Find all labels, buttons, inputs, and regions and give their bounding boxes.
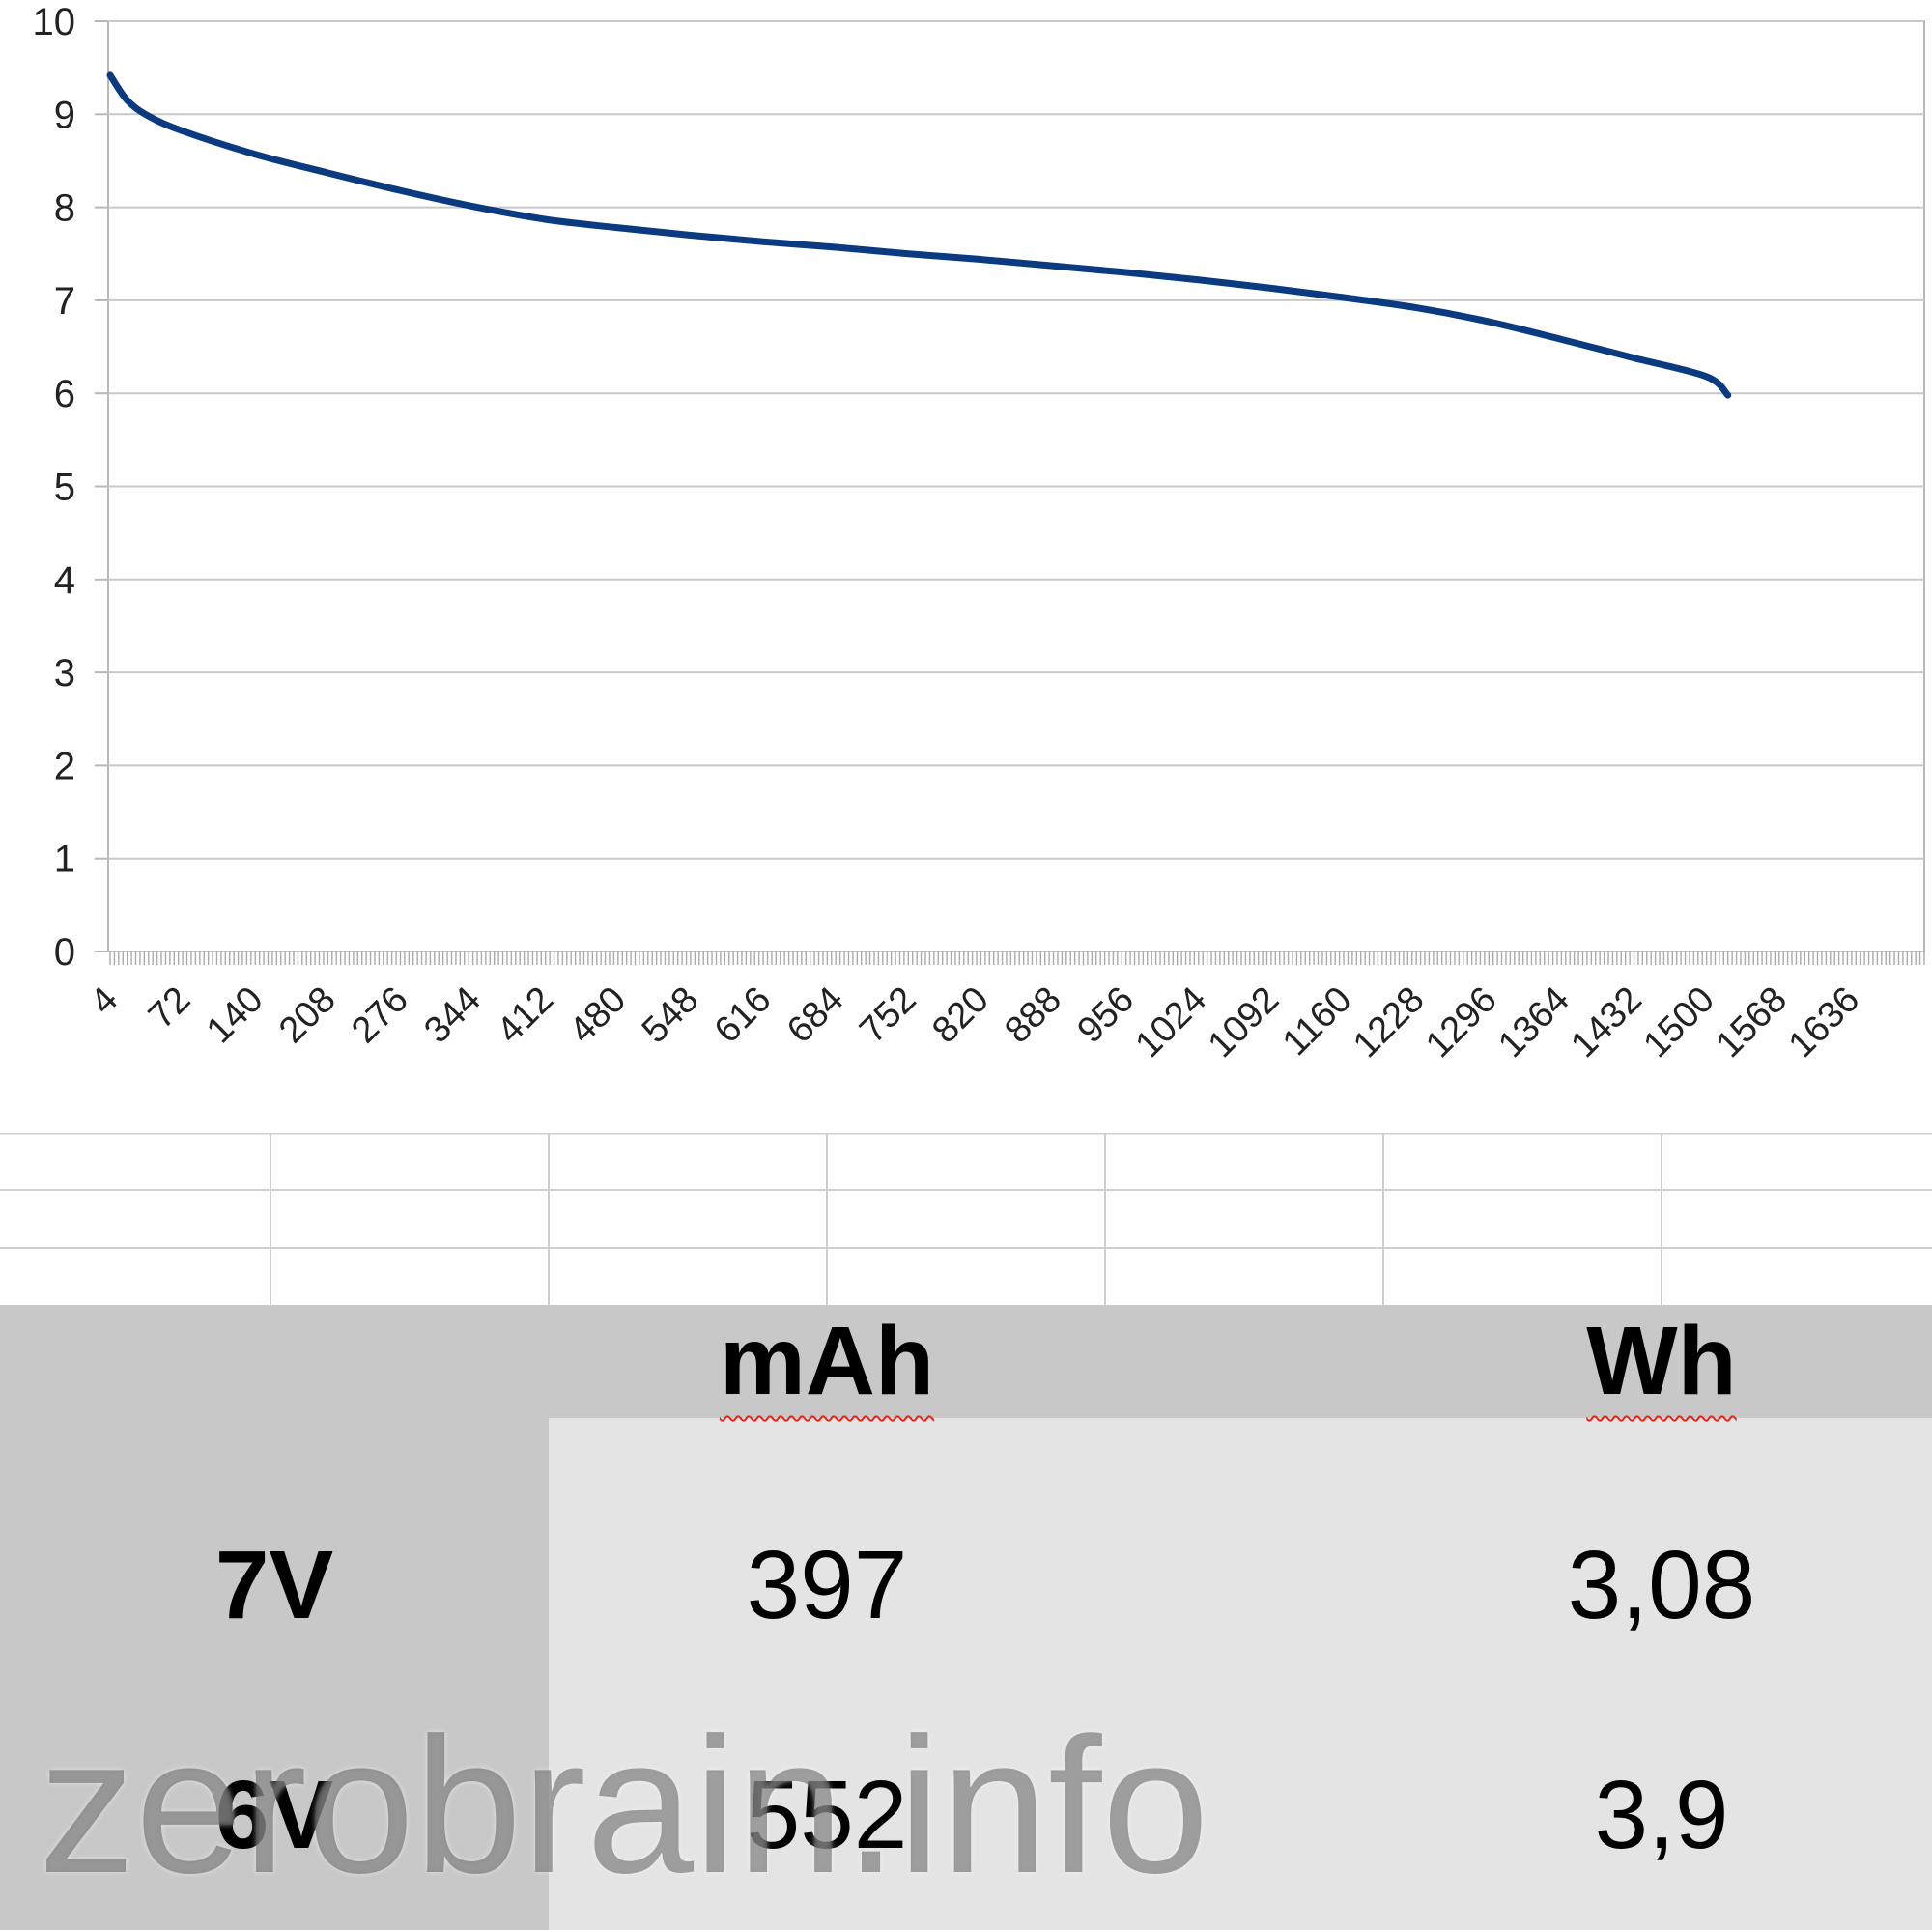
x-tick-label: 1296 [1418,979,1504,1065]
y-tick-label: 9 [54,94,75,136]
series-line [106,71,1732,399]
x-tick-label: 1024 [1128,979,1214,1065]
y-tick-label: 8 [54,187,75,230]
summary-header-band [0,1305,1932,1418]
x-tick-label: 480 [562,979,635,1052]
value-7v-mah: 397 [746,1530,908,1639]
y-tick-label: 3 [54,652,75,695]
y-tick-label: 6 [54,373,75,415]
summary-label-column [0,1418,549,1930]
x-tick-label: 1160 [1275,979,1359,1064]
empty-spreadsheet-grid [0,1132,1932,1305]
x-tick-label: 684 [780,979,852,1052]
x-tick-label: 1500 [1636,979,1722,1065]
x-tick-label: 1568 [1709,979,1795,1065]
x-tick-label: 616 [707,979,780,1052]
value-7v-wh: 3,08 [1567,1530,1756,1639]
x-tick-label: 208 [271,979,344,1052]
x-tick-label: 4 [83,979,127,1023]
x-tick-label: 344 [416,979,489,1052]
y-tick-label: 2 [54,745,75,787]
row-label-7v: 7V [214,1530,334,1639]
x-tick-label: 820 [924,979,997,1052]
x-tick-label: 888 [997,979,1069,1052]
line-chart: 0 1 2 3 4 5 6 7 8 9 10 4 72 140 208 276 344 412 480 548 616 6… [33,1,1925,1065]
x-tick-label: 276 [344,979,416,1052]
value-6v-wh: 3,9 [1594,1760,1729,1869]
y-tick-label: 7 [54,280,75,323]
x-tick-label: 548 [635,979,707,1052]
y-tick-label: 0 [54,931,75,974]
y-tick-label: 4 [54,559,75,602]
x-tick-label: 412 [490,979,562,1052]
x-tick-label: 1364 [1491,979,1577,1065]
y-tick-label: 5 [54,467,75,509]
y-tick-label: 10 [33,1,76,43]
x-tick-label: 1636 [1781,979,1867,1065]
watermark: zerobrain.info [39,1698,1209,1914]
row-label-6v: 6V [214,1760,334,1869]
summary-values-area [549,1418,1932,1930]
value-6v-mah: 552 [746,1760,908,1869]
header-wh: Wh [1586,1307,1737,1415]
x-tick-label: 1092 [1201,979,1287,1065]
x-tick-label: 1432 [1563,979,1649,1065]
summary-table: mAh Wh 7V 397 3,08 6V 552 3,9 [0,1305,1932,1930]
x-tick-label: 1228 [1346,979,1432,1065]
x-tick-label: 72 [141,979,199,1037]
y-tick-label: 1 [54,838,75,881]
x-tick-label: 140 [199,979,271,1052]
header-mah: mAh [719,1307,935,1415]
x-tick-label: 752 [852,979,924,1052]
